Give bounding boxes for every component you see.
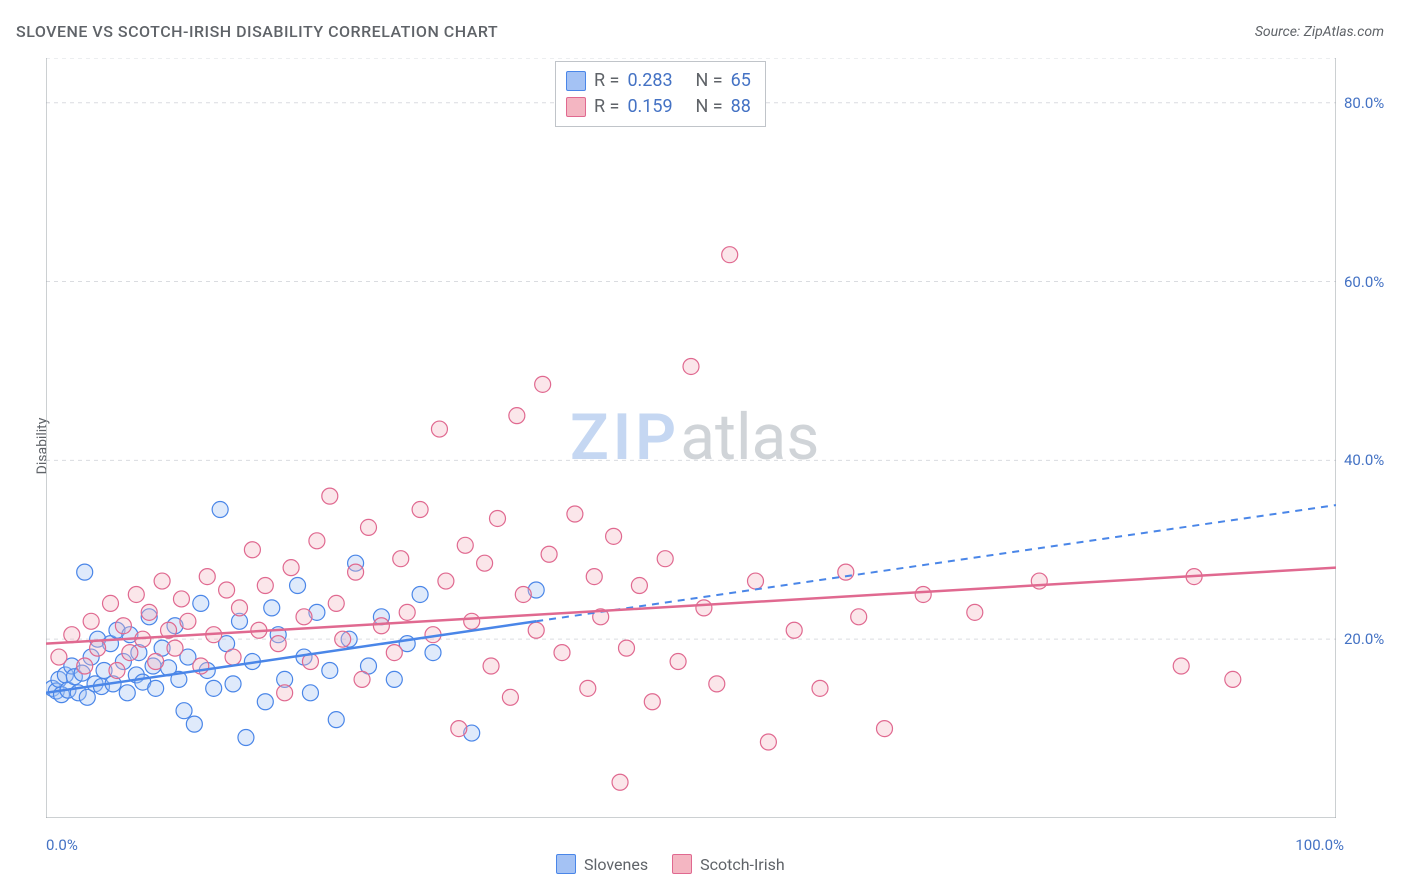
legend-row: R = 0.283 N = 65 — [566, 68, 751, 94]
legend-r-label: R = — [594, 94, 619, 120]
legend-r-value: 0.159 — [627, 94, 681, 120]
correlation-legend: R = 0.283 N = 65 R = 0.159 N = 88 — [555, 61, 766, 127]
legend-n-value: 65 — [731, 68, 751, 94]
legend-n-value: 88 — [731, 94, 751, 120]
legend-r-value: 0.283 — [627, 68, 681, 94]
legend-row: R = 0.159 N = 88 — [566, 94, 751, 120]
y-tick-label: 80.0% — [1344, 94, 1384, 112]
y-tick-label: 40.0% — [1344, 451, 1384, 469]
series-name: Slovenes — [584, 855, 648, 874]
x-tick-label: 0.0% — [46, 836, 78, 854]
legend-r-label: R = — [594, 68, 619, 94]
legend-n-label: N = — [695, 94, 722, 120]
series-legend-item: Scotch-Irish — [672, 854, 785, 874]
y-tick-label: 20.0% — [1344, 630, 1384, 648]
series-legend: Slovenes Scotch-Irish — [556, 854, 785, 874]
legend-swatch — [566, 71, 586, 91]
series-name: Scotch-Irish — [700, 855, 785, 874]
legend-swatch — [556, 854, 576, 874]
x-tick-label: 100.0% — [1295, 836, 1344, 854]
legend-swatch — [672, 854, 692, 874]
source-attribution: Source: ZipAtlas.com — [1255, 24, 1384, 40]
y-tick-label: 60.0% — [1344, 273, 1384, 291]
series-legend-item: Slovenes — [556, 854, 648, 874]
scatter-plot — [46, 58, 1336, 818]
legend-swatch — [566, 97, 586, 117]
chart-title: SLOVENE VS SCOTCH-IRISH DISABILITY CORRE… — [16, 22, 498, 41]
legend-n-label: N = — [695, 68, 722, 94]
